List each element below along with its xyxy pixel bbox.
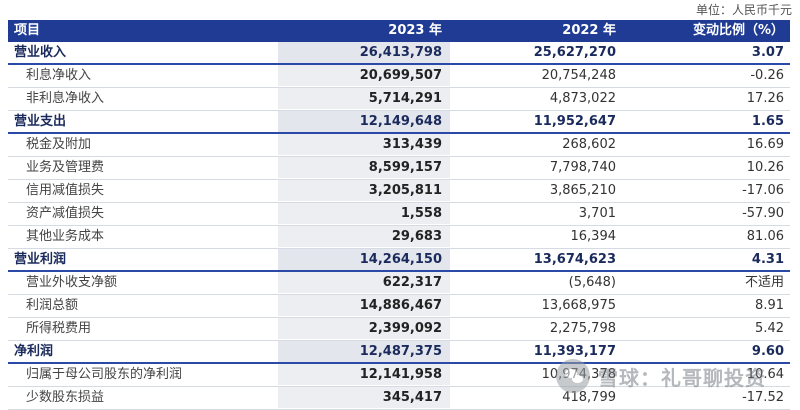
value-change: 5.42: [755, 321, 784, 336]
row-label: 税金及附加: [26, 137, 92, 152]
row-label: 营业利润: [14, 252, 67, 267]
row-label: 所得税费用: [26, 321, 92, 336]
value-change: 10.64: [746, 367, 784, 382]
value-2022: 11,952,647: [533, 114, 616, 129]
value-2023: 26,413,798: [278, 42, 450, 63]
value-2022: 4,873,022: [549, 91, 616, 106]
value-change: -17.06: [742, 183, 784, 198]
value-2023: 622,317: [278, 272, 450, 293]
header-item: 项目: [14, 23, 41, 38]
table-row: 利息净收入 20,699,507 20,754,248 -0.26: [8, 65, 790, 88]
value-2023: 14,264,150: [278, 249, 450, 270]
value-2023: 14,886,467: [278, 295, 450, 316]
row-label: 营业外收支净额: [26, 275, 118, 290]
table-row: 利润总额 14,886,467 13,668,975 8.91: [8, 295, 790, 318]
value-change: -57.90: [742, 206, 784, 221]
table-row: 业务及管理费 8,599,157 7,798,740 10.26: [8, 157, 790, 180]
header-2022: 2022 年: [562, 23, 616, 38]
value-2023: 8,599,157: [278, 157, 450, 178]
row-label: 净利润: [14, 344, 54, 359]
value-2023: 20,699,507: [278, 65, 450, 86]
row-label: 归属于母公司股东的净利润: [26, 367, 183, 382]
row-label: 业务及管理费: [26, 160, 105, 175]
snowball-logo-icon: [556, 359, 590, 393]
value-2023: 1,558: [278, 203, 450, 224]
row-label: 信用减值损失: [26, 183, 105, 198]
value-2023: 3,205,811: [278, 180, 450, 201]
value-2022: (5,648): [568, 275, 616, 290]
value-change: 8.91: [755, 298, 784, 313]
value-change: 10.26: [746, 160, 784, 175]
table-header-row: 项目 2023 年 2022 年 变动比例（%）: [8, 20, 790, 42]
table-row: 非利息净收入 5,714,291 4,873,022 17.26: [8, 88, 790, 111]
value-2022: 20,754,248: [541, 68, 616, 83]
income-statement-table: 项目 2023 年 2022 年 变动比例（%） 营业收入 26,413,798…: [8, 20, 790, 410]
value-2023: 345,417: [278, 387, 450, 408]
value-change: 81.06: [746, 229, 784, 244]
value-change: 1.65: [751, 114, 784, 129]
value-2023: 12,487,375: [278, 341, 450, 362]
table-row: 税金及附加 313,439 268,602 16.69: [8, 134, 790, 157]
row-label: 少数股东损益: [26, 390, 105, 405]
table-row: 营业收入 26,413,798 25,627,270 3.07: [8, 42, 790, 65]
row-label: 其他业务成本: [26, 229, 105, 244]
value-change: -0.26: [750, 68, 784, 83]
row-label: 利息净收入: [26, 68, 92, 83]
value-change: 不适用: [744, 275, 784, 290]
value-2023: 5,714,291: [278, 88, 450, 109]
unit-note: 单位：人民币千元: [695, 3, 792, 17]
table-row: 所得税费用 2,399,092 2,275,798 5.42: [8, 318, 790, 341]
row-label: 非利息净收入: [26, 91, 105, 106]
value-change: 16.69: [746, 137, 784, 152]
value-2023: 313,439: [278, 134, 450, 155]
table-row: 归属于母公司股东的净利润 12,141,958 10,974,378 10.64: [8, 364, 790, 387]
value-2022: 13,674,623: [533, 252, 616, 267]
row-label: 资产减值损失: [26, 206, 105, 221]
value-change: 17.26: [746, 91, 784, 106]
value-2022: 16,394: [570, 229, 617, 244]
header-change: 变动比例（%）: [692, 23, 784, 38]
value-2022: 25,627,270: [533, 45, 616, 60]
watermark-text: 雪球：礼哥聊投资: [598, 365, 766, 390]
row-label: 利润总额: [26, 298, 79, 313]
value-2022: 3,701: [578, 206, 616, 221]
value-2023: 29,683: [278, 226, 450, 247]
row-label: 营业支出: [14, 114, 67, 129]
table-row: 营业外收支净额 622,317 (5,648) 不适用: [8, 272, 790, 295]
value-2023: 2,399,092: [278, 318, 450, 339]
table-row: 营业利润 14,264,150 13,674,623 4.31: [8, 249, 790, 272]
value-2023: 12,141,958: [278, 364, 450, 385]
table-row: 信用减值损失 3,205,811 3,865,210 -17.06: [8, 180, 790, 203]
value-2022: 3,865,210: [549, 183, 616, 198]
value-2022: 268,602: [562, 137, 616, 152]
value-2022: 11,393,177: [533, 344, 616, 359]
value-change: 4.31: [751, 252, 784, 267]
table-row: 净利润 12,487,375 11,393,177 9.60: [8, 341, 790, 364]
value-2022: 13,668,975: [541, 298, 616, 313]
table-row: 其他业务成本 29,683 16,394 81.06: [8, 226, 790, 249]
table-row: 资产减值损失 1,558 3,701 -57.90: [8, 203, 790, 226]
value-2022: 7,798,740: [549, 160, 616, 175]
header-2023: 2023 年: [388, 23, 442, 38]
value-2022: 2,275,798: [549, 321, 616, 336]
row-label: 营业收入: [14, 45, 67, 60]
value-change: 3.07: [751, 45, 784, 60]
watermark: 雪球：礼哥聊投资: [556, 356, 766, 396]
value-change: 9.60: [751, 344, 784, 359]
value-2023: 12,149,648: [278, 111, 450, 132]
table-row: 营业支出 12,149,648 11,952,647 1.65: [8, 111, 790, 134]
